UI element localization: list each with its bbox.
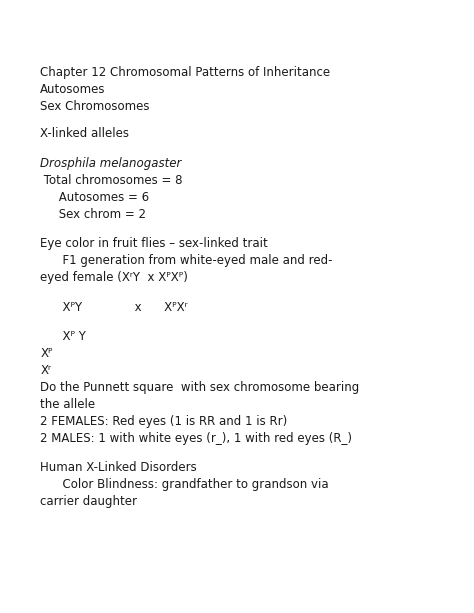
Text: the allele: the allele — [40, 398, 95, 411]
Text: Sex chrom = 2: Sex chrom = 2 — [40, 208, 146, 221]
Text: Human X-Linked Disorders: Human X-Linked Disorders — [40, 461, 197, 474]
Text: Chapter 12 Chromosomal Patterns of Inheritance: Chapter 12 Chromosomal Patterns of Inher… — [40, 66, 330, 79]
Text: carrier daughter: carrier daughter — [40, 495, 137, 508]
Text: X-linked alleles: X-linked alleles — [40, 127, 129, 140]
Text: Sex Chromosomes: Sex Chromosomes — [40, 100, 150, 113]
Text: Autosomes = 6: Autosomes = 6 — [40, 191, 149, 204]
Text: Drosphila melanogaster: Drosphila melanogaster — [40, 157, 182, 170]
Text: Eye color in fruit flies – sex-linked trait: Eye color in fruit flies – sex-linked tr… — [40, 237, 268, 250]
Text: Color Blindness: grandfather to grandson via: Color Blindness: grandfather to grandson… — [40, 478, 329, 491]
Text: 2 MALES: 1 with white eyes (r_), 1 with red eyes (R_): 2 MALES: 1 with white eyes (r_), 1 with … — [40, 432, 352, 445]
Text: Total chromosomes = 8: Total chromosomes = 8 — [40, 174, 183, 187]
Text: Xᴾ: Xᴾ — [40, 347, 53, 360]
Text: Xʳ: Xʳ — [40, 364, 51, 377]
Text: F1 generation from white-eyed male and red-: F1 generation from white-eyed male and r… — [40, 254, 333, 267]
Text: XᴾY              x      XᴾXʳ: XᴾY x XᴾXʳ — [40, 301, 188, 314]
Text: Xᴾ Y: Xᴾ Y — [40, 330, 86, 343]
Text: 2 FEMALES: Red eyes (1 is RR and 1 is Rr): 2 FEMALES: Red eyes (1 is RR and 1 is Rr… — [40, 415, 288, 428]
Text: eyed female (XʳY  x XᴾXᴾ): eyed female (XʳY x XᴾXᴾ) — [40, 271, 188, 284]
Text: Do the Punnett square  with sex chromosome bearing: Do the Punnett square with sex chromosom… — [40, 381, 360, 394]
Text: Autosomes: Autosomes — [40, 83, 106, 96]
